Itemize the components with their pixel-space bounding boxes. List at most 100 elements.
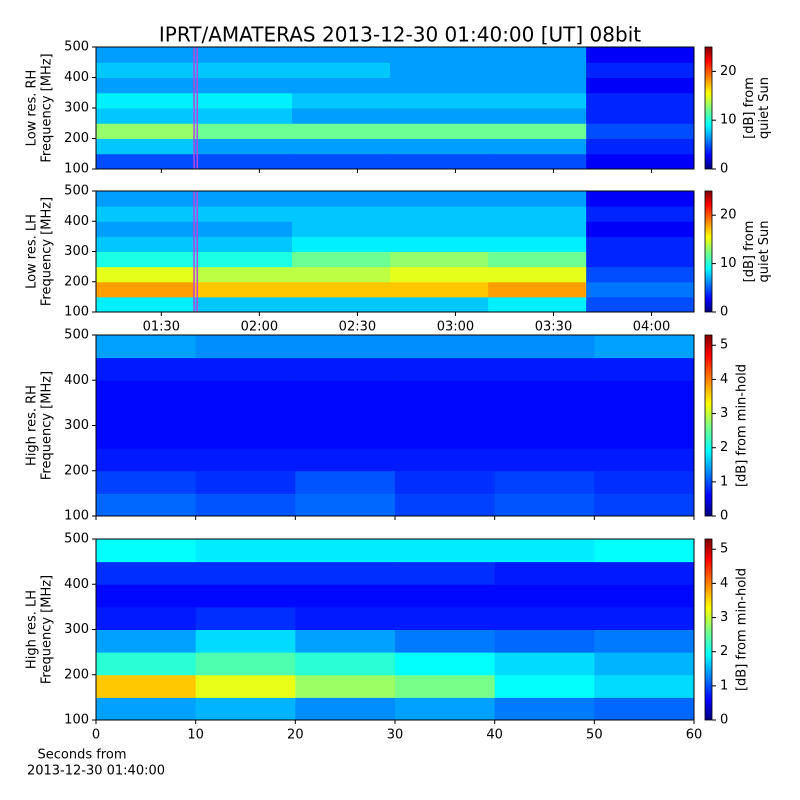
heatmap-cell — [96, 296, 195, 313]
heatmap-cell — [96, 236, 195, 252]
colorbar — [704, 538, 713, 721]
heatmap-cell — [488, 47, 587, 63]
heatmap-cell — [494, 629, 595, 653]
heatmap-cell — [295, 425, 396, 449]
x-tick-label: 20 — [287, 728, 304, 743]
heatmap-cell — [586, 47, 695, 63]
x-tick-label: 50 — [586, 728, 603, 743]
x-tick-label: 03:00 — [437, 320, 474, 335]
heatmap-cell — [586, 138, 695, 155]
heatmap-cell — [195, 402, 296, 426]
heatmap-cell — [292, 191, 391, 207]
heatmap-cell — [494, 448, 595, 472]
heatmap-cell — [96, 281, 195, 298]
colorbar-tick-label: 5 — [720, 542, 728, 557]
heatmap-cell — [390, 206, 489, 222]
heatmap-cell — [96, 629, 197, 653]
heatmap-cell — [390, 138, 489, 155]
heatmap-cell — [390, 236, 489, 252]
heatmap-cell — [488, 206, 587, 222]
colorbar-tick-label: 0 — [720, 305, 728, 320]
heatmap-cell — [494, 697, 595, 721]
heatmap-cell — [194, 92, 293, 109]
heatmap-cell — [195, 493, 296, 517]
colorbar — [704, 190, 713, 313]
heatmap-cell — [292, 62, 391, 78]
heatmap-cell — [395, 652, 496, 676]
heatmap-cell — [390, 123, 489, 139]
colorbar-tick-label: 0 — [720, 713, 728, 728]
y-axis-label: Frequency [MHz] — [40, 575, 55, 684]
x-axis-label: 2013-12-30 01:40:00 — [27, 764, 165, 779]
heatmap-cell — [194, 251, 293, 268]
heatmap-cell — [586, 236, 695, 252]
y-axis-label: Low res. LH — [25, 214, 40, 289]
heatmap-cell — [488, 153, 587, 170]
heatmap-cell — [195, 584, 296, 608]
colorbar-tick-label: 3 — [720, 406, 728, 421]
x-tick-label: 03:30 — [535, 320, 572, 335]
heatmap-cell — [96, 108, 195, 124]
heatmap-cell — [195, 561, 296, 585]
heatmap-cell — [295, 606, 396, 630]
heatmap-cell — [96, 402, 197, 426]
heatmap-cell — [390, 251, 489, 268]
heatmap-cell — [586, 62, 695, 78]
heatmap-cell — [395, 425, 496, 449]
heatmap-cell — [295, 629, 396, 653]
heatmap-cell — [96, 123, 195, 139]
heatmap-cell — [194, 138, 293, 155]
y-axis-label: Frequency [MHz] — [40, 371, 55, 480]
y-axis-label: High res. LH — [25, 590, 40, 669]
heatmap-cell — [292, 206, 391, 222]
heatmap-cell — [488, 236, 587, 252]
heatmap-cell — [295, 652, 396, 676]
y-tick-label: 300 — [64, 101, 89, 116]
colorbar — [704, 46, 713, 170]
heatmap-cell — [390, 221, 489, 237]
heatmap-cell — [594, 493, 695, 517]
heatmap-cell — [295, 674, 396, 698]
colorbar-label: [dB] from — [742, 221, 757, 283]
heatmap-cell — [395, 357, 496, 381]
heatmap-cell — [295, 539, 396, 563]
heatmap-cell — [395, 470, 496, 494]
heatmap-cell — [390, 92, 489, 109]
y-tick-label: 200 — [64, 667, 89, 682]
heatmap-cell — [586, 281, 695, 298]
heatmap-cell — [594, 561, 695, 585]
heatmap-cell — [395, 539, 496, 563]
heatmap-cell — [292, 77, 391, 94]
heatmap-cell — [390, 47, 489, 63]
heatmap-cell — [395, 448, 496, 472]
heatmap-cell — [395, 674, 496, 698]
heatmap-cell — [96, 470, 197, 494]
heatmap-cell — [594, 470, 695, 494]
colorbar-tick-label: 0 — [720, 162, 728, 177]
chart-title: IPRT/AMATERAS 2013-12-30 01:40:00 [UT] 0… — [159, 23, 641, 47]
heatmap-cell — [488, 92, 587, 109]
heatmap-cell — [395, 402, 496, 426]
y-axis-label: High res. RH — [25, 385, 40, 466]
heatmap-cell — [96, 674, 197, 698]
heatmap-cell — [494, 493, 595, 517]
heatmap-cell — [586, 153, 695, 170]
heatmap-cell — [195, 629, 296, 653]
heatmap-cell — [194, 77, 293, 94]
x-tick-label: 04:00 — [633, 320, 670, 335]
colorbar-tick-label: 4 — [720, 576, 728, 591]
heatmap-cell — [594, 674, 695, 698]
heatmap-cell — [96, 138, 195, 155]
y-tick-label: 100 — [64, 509, 89, 524]
heatmap-cell — [295, 470, 396, 494]
x-tick-label: 0 — [92, 728, 100, 743]
y-tick-label: 200 — [64, 274, 89, 289]
colorbar-tick-label: 2 — [720, 644, 728, 659]
heatmap-cell — [390, 281, 489, 298]
y-tick-label: 500 — [64, 532, 89, 547]
heatmap-cell — [96, 221, 195, 237]
heatmap-cell — [194, 47, 293, 63]
heatmap-cell — [488, 138, 587, 155]
colorbar-label: [dB] from — [742, 77, 757, 139]
heatmap-cell — [494, 674, 595, 698]
